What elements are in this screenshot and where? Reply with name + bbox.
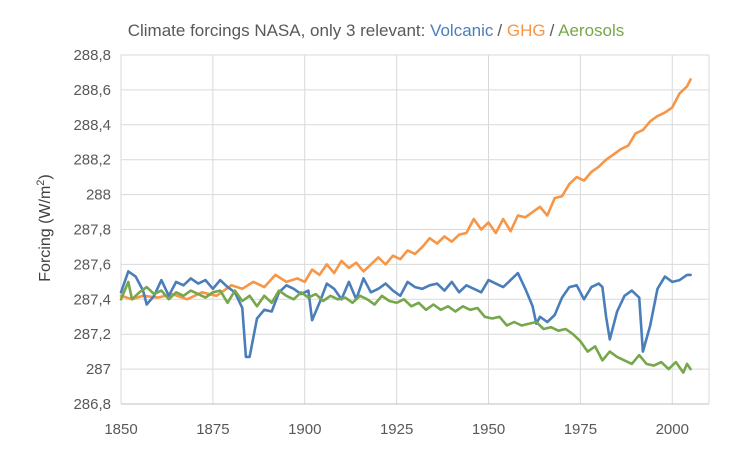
y-tick-label: 287,6 [73, 256, 111, 273]
series-line-ghg [119, 78, 692, 301]
y-axis-label-superscript: 2 [35, 180, 47, 186]
x-tick-labels: 1850 1875 1900 1925 1950 1975 2000 [104, 421, 689, 438]
y-tick-label: 286,8 [73, 396, 111, 413]
y-tick-label: 288,6 [73, 82, 111, 99]
y-tick-label: 288,2 [73, 152, 111, 169]
x-tick-label: 1900 [288, 421, 321, 438]
chart-title-volcanic: Volcanic [430, 21, 494, 40]
y-tick-label: 288,4 [73, 117, 111, 134]
chart-title-ghg: GHG [507, 21, 546, 40]
y-tick-label: 287 [86, 361, 111, 378]
y-tick-label: 288,8 [73, 47, 111, 64]
y-tick-label: 287,4 [73, 291, 111, 308]
chart-title-prefix: Climate forcings NASA, only 3 relevant: [128, 21, 426, 40]
series-line-volcanic [119, 270, 692, 359]
chart-title-separator-2: / [550, 21, 555, 40]
chart-title: Climate forcings NASA, only 3 relevant: … [128, 21, 625, 40]
y-tick-label: 287,8 [73, 222, 111, 239]
x-tick-label: 1875 [196, 421, 229, 438]
series-line-aerosols [119, 280, 692, 374]
y-tick-label: 288 [86, 187, 111, 204]
x-tick-label: 1950 [472, 421, 505, 438]
x-tick-label: 1975 [564, 421, 597, 438]
y-tick-label: 287,2 [73, 326, 111, 343]
y-axis-label: Forcing (W/m2) [35, 174, 54, 281]
chart-title-aerosols: Aerosols [558, 21, 624, 40]
y-axis-label-main: Forcing (W/m [37, 186, 54, 282]
x-tick-label: 1925 [380, 421, 413, 438]
series-lines [119, 78, 692, 374]
y-tick-labels: 286,8 287 287,2 287,4 287,6 287,8 288 288,2 288,… [73, 47, 111, 413]
chart-title-separator-1: / [497, 21, 502, 40]
y-axis-label-close: ) [37, 174, 54, 179]
x-tick-label: 1850 [104, 421, 137, 438]
gridlines [120, 54, 710, 405]
x-tick-label: 2000 [656, 421, 689, 438]
